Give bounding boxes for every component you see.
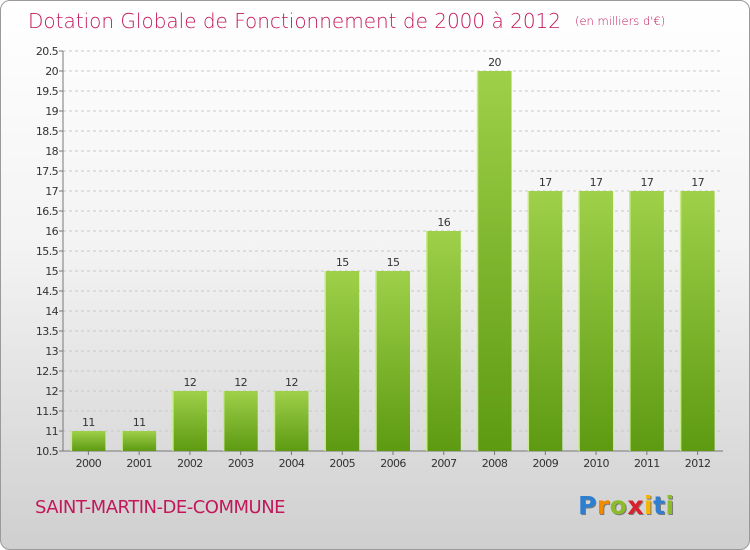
bar-value-label: 15	[336, 256, 349, 269]
bar-value-label: 11	[82, 416, 95, 429]
y-tick-label: 15	[45, 265, 58, 278]
y-tick-label: 16	[45, 225, 58, 238]
bar-value-label: 11	[133, 416, 146, 429]
y-tick-label: 11.5	[36, 405, 59, 418]
bar	[122, 431, 157, 451]
y-tick-label: 13	[45, 345, 58, 358]
bar-value-label: 12	[184, 376, 197, 389]
bar	[274, 391, 309, 451]
bar	[629, 191, 664, 451]
x-tick-label: 2002	[177, 457, 203, 470]
bar-value-label: 17	[539, 176, 552, 189]
y-tick-label: 17	[45, 185, 58, 198]
bar	[223, 391, 258, 451]
y-tick-label: 19.5	[36, 85, 59, 98]
x-tick-label: 2008	[482, 457, 508, 470]
y-tick-label: 18.5	[36, 125, 59, 138]
y-tick-label: 11	[45, 425, 58, 438]
logo-letter: r	[596, 491, 610, 520]
logo-letter: P	[578, 491, 597, 520]
unit-subtitle: (en milliers d'€)	[575, 14, 666, 28]
y-tick-label: 14	[45, 305, 58, 318]
y-tick-label: 20.5	[36, 45, 59, 58]
x-tick-label: 2010	[583, 457, 609, 470]
bar-value-label: 17	[691, 176, 704, 189]
y-tick-label: 18	[45, 145, 58, 158]
bar	[477, 71, 512, 451]
logo-letter: x	[627, 491, 644, 520]
y-tick-label: 10.5	[36, 445, 59, 458]
y-tick-label: 19	[45, 105, 58, 118]
logo-letter: i	[665, 491, 675, 520]
x-tick-label: 2012	[685, 457, 711, 470]
x-tick-label: 2011	[634, 457, 660, 470]
x-tick-label: 2003	[228, 457, 254, 470]
proxiti-logo: Proxiti	[578, 491, 675, 520]
y-tick-label: 15.5	[36, 245, 59, 258]
bar-value-label: 17	[640, 176, 653, 189]
bar-value-label: 17	[590, 176, 603, 189]
bar	[325, 271, 360, 451]
bar	[71, 431, 106, 451]
commune-name: SAINT-MARTIN-DE-COMMUNE	[35, 497, 286, 518]
y-tick-label: 16.5	[36, 205, 59, 218]
x-tick-label: 2001	[126, 457, 152, 470]
bar	[528, 191, 563, 451]
bar-value-label: 16	[437, 216, 450, 229]
y-tick-label: 13.5	[36, 325, 59, 338]
y-tick-label: 14.5	[36, 285, 59, 298]
x-tick-label: 2006	[380, 457, 406, 470]
y-tick-label: 12.5	[36, 365, 59, 378]
x-tick-label: 2005	[329, 457, 355, 470]
title-text: Dotation Globale de Fonctionnement de 20…	[28, 9, 561, 33]
bar	[376, 271, 410, 451]
y-tick-label: 17.5	[36, 165, 59, 178]
y-tick-label: 12	[45, 385, 58, 398]
logo-letter: t	[653, 491, 666, 520]
logo-letter: i	[644, 491, 654, 520]
x-tick-label: 2009	[533, 457, 559, 470]
bar-value-label: 20	[488, 56, 501, 69]
bar-value-label: 12	[234, 376, 247, 389]
y-tick-label: 20	[45, 65, 58, 78]
bar	[680, 191, 715, 451]
bar-value-label: 15	[387, 256, 400, 269]
logo-letter: o	[609, 491, 628, 520]
x-tick-label: 2004	[279, 457, 305, 470]
x-tick-label: 2000	[76, 457, 102, 470]
bar	[579, 191, 614, 451]
bar	[426, 231, 461, 451]
bar-value-label: 12	[285, 376, 298, 389]
bar	[172, 391, 207, 451]
x-tick-label: 2007	[431, 457, 457, 470]
chart-title: Dotation Globale de Fonctionnement de 20…	[28, 9, 665, 33]
